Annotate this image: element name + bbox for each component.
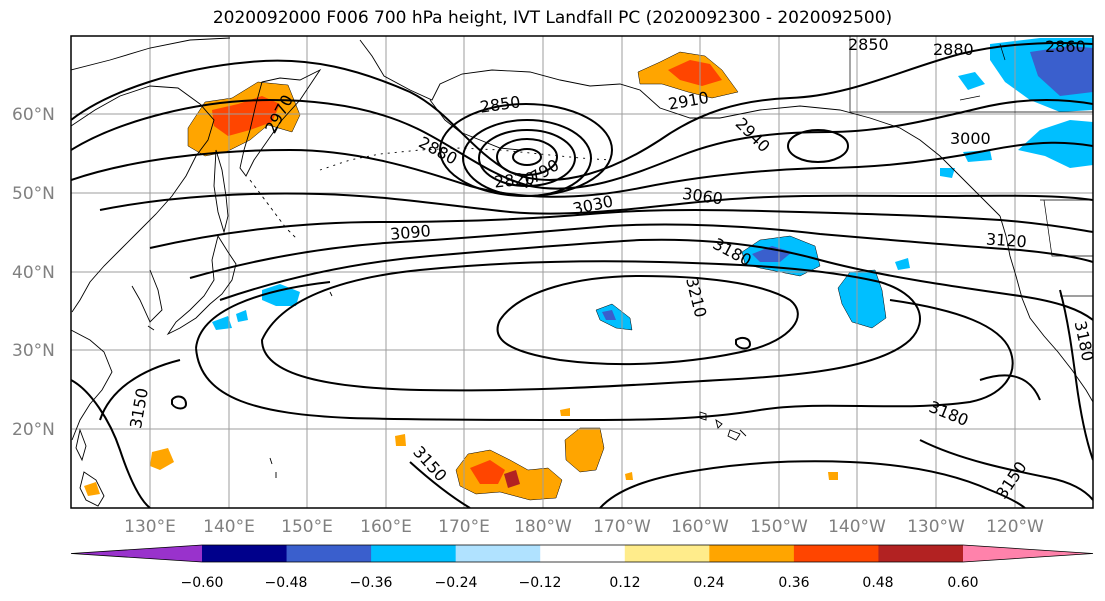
shade-region [150, 448, 174, 470]
shade-region [470, 460, 505, 484]
lon-label: 140°W [828, 517, 886, 537]
contour-label: 3000 [950, 129, 991, 148]
shade-region [1018, 120, 1093, 168]
colorbar [70, 544, 1094, 563]
contour-line [195, 281, 1014, 421]
contour-line [496, 138, 558, 176]
contour-line [735, 336, 752, 350]
lat-label: 50°N [12, 184, 55, 204]
contour-label: 3090 [389, 221, 431, 243]
colorbar-segment [286, 545, 372, 562]
colorbar-segment [371, 545, 457, 562]
contour-line [512, 148, 542, 166]
longitude-labels: 130°E 140°E 150°E 160°E 170°E 180°W 170°… [124, 517, 1044, 537]
contour-line [496, 274, 799, 366]
colorbar-segment [202, 545, 288, 562]
contour-label: 2880 [933, 40, 974, 59]
colorbar-extend-max [963, 545, 1093, 562]
lat-label: 20°N [12, 420, 55, 440]
contour-label: 2850 [848, 35, 889, 54]
shade-region [212, 316, 232, 330]
lon-label: 180°W [514, 517, 572, 537]
shade-region [1030, 46, 1093, 96]
contour-line [787, 129, 849, 163]
lat-label: 40°N [12, 263, 55, 283]
colorbar-segment [878, 545, 964, 562]
shade-region [625, 472, 633, 480]
shade-region [262, 284, 300, 306]
contour-line [149, 209, 1093, 249]
contour-labels: 2850 2880 2970 2910 2940 3000 2850 2880 … [126, 35, 1097, 502]
latitude-labels: 60°N 50°N 40°N 30°N 20°N [12, 105, 55, 440]
colorbar-tick-label: −0.24 [435, 575, 478, 591]
lon-label: 150°E [281, 517, 333, 537]
contour-label: 3120 [985, 229, 1027, 251]
shade-region [395, 434, 406, 446]
colorbar-outline [70, 544, 1094, 563]
colorbar-segment [624, 545, 710, 562]
shade-region [560, 408, 570, 416]
colorbar-tick-label: 0.36 [778, 575, 809, 591]
shade-region [837, 269, 887, 329]
colorbar-segment [540, 545, 626, 562]
contour-line [71, 42, 1093, 181]
colorbar-tick-label: 0.24 [693, 575, 724, 591]
colorbar-segment [709, 545, 795, 562]
shade-region [828, 472, 838, 480]
shade-region [602, 310, 616, 320]
contour-line [189, 223, 1093, 279]
contour-line [260, 260, 921, 392]
lon-label: 140°E [203, 517, 255, 537]
lon-label: 170°W [593, 517, 651, 537]
lon-label: 160°E [360, 517, 412, 537]
colorbar-segment [793, 545, 879, 562]
contour-line [71, 141, 1093, 198]
contour-label: 2820 [493, 168, 535, 191]
colorbar-tick-label: −0.48 [265, 575, 308, 591]
colorbar-tick-label: 0.60 [947, 575, 978, 591]
contour-line [599, 460, 1026, 508]
map-title: 2020092000 F006 700 hPa height, IVT Land… [212, 8, 893, 28]
contour-line [171, 395, 188, 410]
colorbar-tick-label: 0.48 [862, 575, 893, 591]
colorbar-tick-label: 0.12 [609, 575, 640, 591]
shade-region [84, 482, 100, 496]
lon-label: 150°W [750, 517, 808, 537]
lon-label: 160°W [671, 517, 729, 537]
shade-region [958, 72, 985, 90]
lon-label: 120°W [986, 517, 1044, 537]
contour-line [99, 192, 1093, 215]
colorbar-tick-label: −0.36 [350, 575, 393, 591]
map-frame [70, 35, 1094, 509]
lon-label: 130°W [907, 517, 965, 537]
colorbar-extend-min [71, 545, 202, 562]
shade-region [668, 60, 722, 86]
colorbar-tick-label: −0.12 [519, 575, 562, 591]
shade-region [895, 258, 910, 270]
shade-region [940, 168, 955, 178]
contour-line [219, 238, 1093, 321]
contour-line [1059, 289, 1093, 461]
colorbar-labels: −0.60 −0.48 −0.36 −0.24 −0.12 0.12 0.24 … [181, 575, 979, 591]
colorbar-segment [455, 545, 541, 562]
lat-label: 30°N [12, 341, 55, 361]
shade-region [564, 427, 605, 473]
lon-label: 170°E [438, 517, 490, 537]
lon-label: 130°E [124, 517, 176, 537]
contour-line [71, 98, 1093, 190]
contour-label: 2860 [1045, 37, 1086, 56]
lat-label: 60°N [12, 105, 55, 125]
contour-line [99, 359, 1093, 501]
shade-region [504, 470, 520, 488]
contour-line [71, 379, 151, 508]
shade-region [236, 310, 248, 322]
colorbar-tick-label: −0.60 [181, 575, 224, 591]
height-contours [71, 42, 1093, 508]
contour-line [409, 461, 471, 508]
